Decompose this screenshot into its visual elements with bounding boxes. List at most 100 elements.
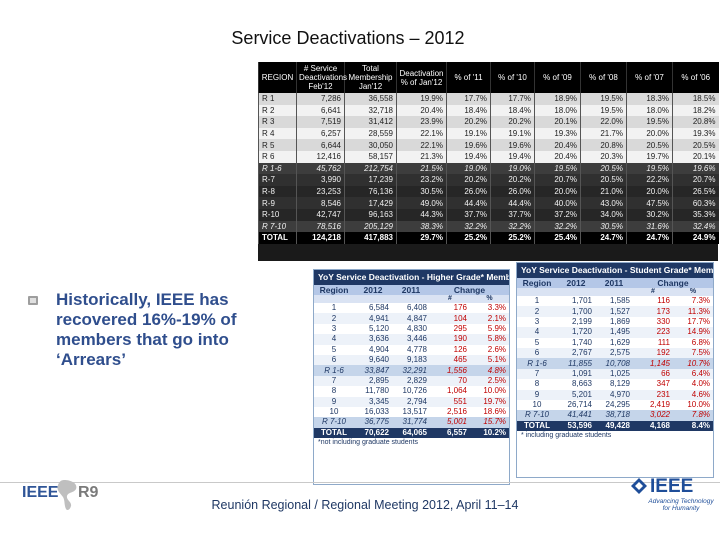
- deactivations-table: REGION # Service Deactivations Feb'12 To…: [258, 62, 719, 244]
- table-cell: 19.7%: [470, 396, 510, 407]
- table-row: 5 1,740 1,629 111 6.8%: [517, 337, 714, 348]
- column-header: Region: [314, 285, 354, 295]
- table-cell: 31,412: [344, 116, 397, 128]
- table-cell: 7.5%: [673, 347, 714, 359]
- table-cell: 20.0%: [534, 185, 581, 198]
- table-cell: 32.2%: [534, 220, 581, 233]
- table-cell: 7,519: [296, 116, 345, 128]
- table-cell: 20.4%: [534, 150, 581, 163]
- table-cell: 43.0%: [580, 197, 627, 209]
- region-cell: R 2: [258, 104, 297, 117]
- table-cell: 124,218: [296, 232, 345, 244]
- table-cell: 32.2%: [446, 220, 491, 233]
- table-row: 8 11,780 10,726 1,064 10.0%: [314, 386, 510, 397]
- table-cell: 60.3%: [672, 197, 719, 209]
- table-cell: 53,596: [557, 420, 595, 432]
- region-cell: R 3: [258, 116, 297, 128]
- table-cell: 205,129: [344, 220, 397, 233]
- table-cell: 20.3%: [580, 150, 627, 163]
- table-cell: 4,941: [354, 313, 392, 324]
- bullet-square-icon: [28, 296, 38, 305]
- table-cell: 4,168: [633, 420, 673, 432]
- table-cell: 2,199: [557, 316, 595, 328]
- column-header: % of '11: [446, 62, 491, 93]
- column-subheader: [557, 288, 595, 296]
- table-cell: 3,022: [633, 410, 673, 421]
- table-row: 2 1,700 1,527 173 11.3%: [517, 306, 714, 317]
- table-cell: 17,429: [344, 197, 397, 209]
- region-cell: 6: [517, 347, 557, 359]
- table-cell: 34.0%: [580, 208, 627, 221]
- table-cell: 19.7%: [626, 150, 673, 163]
- table-cell: 2,575: [595, 347, 633, 359]
- table-cell: 10,708: [595, 358, 633, 369]
- table-cell: 19.6%: [490, 139, 535, 151]
- region-cell: R 7-10: [517, 410, 557, 421]
- table-cell: 6.4%: [673, 368, 714, 380]
- table-row: 1 1,701 1,585 116 7.3%: [517, 296, 714, 307]
- table-cell: 9,183: [392, 354, 430, 366]
- table-row: TOTAL 124,218 417,883 29.7% 25.2% 25.2% 25.4% 2…: [258, 232, 719, 244]
- table-cell: 30.2%: [626, 208, 673, 221]
- table-cell: 20.2%: [490, 116, 535, 128]
- table-row: 7 2,895 2,829 70 2.5%: [314, 375, 510, 387]
- region-cell: 7: [517, 368, 557, 380]
- table-row: 3 2,199 1,869 330 17.7%: [517, 316, 714, 328]
- table-cell: 4,847: [392, 313, 430, 324]
- region-cell: 6: [314, 354, 354, 366]
- table-cell: 40.0%: [534, 197, 581, 209]
- table-cell: 295: [430, 323, 470, 335]
- table-cell: 18.0%: [534, 104, 581, 117]
- table-cell: 11.3%: [673, 306, 714, 317]
- table-cell: 19.9%: [396, 93, 447, 105]
- table-row: R 7-10 78,516 205,129 38.3% 32.2% 32.2% 32.2% 3…: [258, 220, 719, 233]
- region-cell: 7: [314, 375, 354, 387]
- table-cell: 19.3%: [534, 127, 581, 140]
- table-cell: 64,065: [392, 427, 430, 439]
- table-cell: 11,855: [557, 358, 595, 369]
- table-cell: 104: [430, 313, 470, 324]
- ieee-diamond-icon: [631, 478, 647, 494]
- table-cell: 18.4%: [446, 104, 491, 117]
- table-cell: 3,990: [296, 174, 345, 186]
- table-cell: 2.5%: [470, 375, 510, 387]
- table-cell: 32,291: [392, 365, 430, 376]
- column-header: % of '07: [626, 62, 673, 93]
- table-cell: 70,622: [354, 427, 392, 439]
- table-cell: 20.4%: [534, 139, 581, 151]
- table-row: R 7-10 41,441 38,718 3,022 7.8%: [517, 410, 714, 421]
- table-cell: 5,001: [430, 417, 470, 428]
- region-cell: 5: [314, 344, 354, 355]
- table-cell: 17.7%: [446, 93, 491, 105]
- column-header: 2012: [354, 285, 392, 295]
- student-grade-table-panel: YoY Service Deactivation - Student Grade…: [516, 262, 714, 478]
- table-cell: 38.3%: [396, 220, 447, 233]
- higher-grade-title: YoY Service Deactivation - Higher Grade*…: [314, 270, 509, 285]
- region-cell: 2: [314, 313, 354, 324]
- table-cell: 7.8%: [673, 410, 714, 421]
- table-cell: 66: [633, 368, 673, 380]
- table-cell: 20.1%: [672, 150, 719, 163]
- table-cell: 21.7%: [580, 127, 627, 140]
- table-cell: 1,091: [557, 368, 595, 380]
- table-cell: 173: [633, 306, 673, 317]
- table-cell: 41,441: [557, 410, 595, 421]
- table-cell: 465: [430, 354, 470, 366]
- column-header: % of '06: [672, 62, 719, 93]
- table-cell: 417,883: [344, 232, 397, 244]
- americas-map-icon: [57, 480, 77, 510]
- column-header: Change: [430, 285, 510, 295]
- table-row: 4 1,720 1,495 223 14.9%: [517, 327, 714, 338]
- table-header-row: Region 2012 2011 Change: [314, 285, 510, 295]
- table-cell: 30.5%: [396, 185, 447, 198]
- table-cell: 11,780: [354, 386, 392, 397]
- table-cell: 20.4%: [396, 104, 447, 117]
- table-cell: 19.6%: [672, 162, 719, 175]
- table-cell: 35.3%: [672, 208, 719, 221]
- region-cell: TOTAL: [258, 232, 297, 244]
- table-cell: 2,829: [392, 375, 430, 387]
- table-cell: 20.8%: [580, 139, 627, 151]
- table-cell: 1,629: [595, 337, 633, 348]
- table-cell: 7.3%: [673, 296, 714, 307]
- table-row: R 3 7,519 31,412 23.9% 20.2% 20.2% 20.1% 22.0% 1…: [258, 116, 719, 128]
